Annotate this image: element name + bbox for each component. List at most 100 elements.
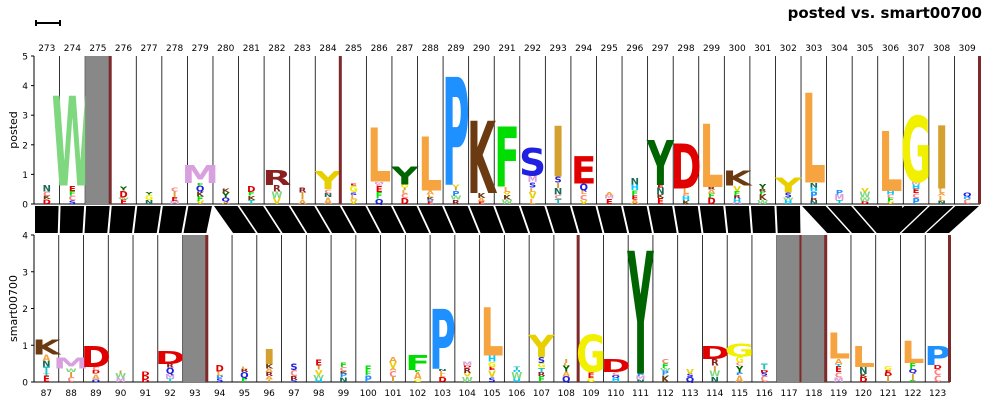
alignment-connector — [571, 206, 603, 233]
residue-letter-small: V — [315, 369, 323, 377]
residue-letter-small: E — [427, 201, 434, 205]
residue-letter-small: G — [884, 365, 892, 371]
residue-letter-small: A — [426, 190, 435, 196]
residue-letter-small: P — [912, 198, 920, 207]
residue-letter-L: L — [700, 106, 724, 207]
position-label: 308 — [933, 44, 950, 54]
residue-letter-small: K — [340, 370, 348, 374]
y-axis-label: smart00700 — [7, 275, 20, 342]
residue-letter-small: M — [116, 376, 126, 383]
residue-letter-small: C — [69, 195, 76, 203]
residue-letter-small: W — [859, 197, 870, 203]
residue-letter-small: E — [120, 198, 127, 205]
residue-letter-small: V — [196, 200, 204, 205]
residue-letter-small: V — [463, 372, 471, 377]
grey-column — [182, 235, 208, 382]
residue-letter-small: Q — [92, 379, 101, 383]
position-label: 123 — [929, 389, 946, 399]
residue-letter-small: Q — [196, 185, 205, 194]
residue-letter-small: M — [604, 195, 614, 200]
residue-letter-small: E — [631, 195, 638, 201]
residue-letter-small: D — [141, 379, 149, 383]
residue-letter-small: R — [759, 188, 767, 192]
alignment-connector — [674, 206, 702, 233]
position-label: 291 — [498, 44, 515, 54]
position-label: 118 — [805, 389, 822, 399]
residue-letter-small: C — [171, 187, 179, 193]
residue-letter-small: C — [835, 372, 842, 380]
position-label: 295 — [601, 44, 618, 54]
residue-letter-small: P — [637, 373, 645, 377]
position-label: 117 — [780, 389, 797, 399]
residue-letter-small: D — [933, 364, 942, 370]
alignment-connector — [750, 206, 776, 233]
residue-letter-small: E — [478, 201, 485, 205]
residue-letter-G: G — [901, 99, 932, 204]
alignment-connector — [725, 206, 751, 233]
residue-letter-Y: Y — [627, 217, 654, 400]
residue-letter-small: C — [43, 190, 50, 197]
position-label: 290 — [473, 44, 490, 54]
bottom-logo: 01234smart0070087ETTNAK88CIWM89QADCD90MW… — [7, 217, 951, 400]
residue-letter-small: D — [707, 197, 716, 207]
residue-letter-small: N — [43, 184, 51, 194]
position-label: 287 — [396, 44, 413, 54]
residue-letter-small: R — [810, 197, 818, 201]
residue-letter-small: E — [350, 183, 357, 186]
residue-letter-small: G — [537, 362, 545, 370]
residue-letter-small: V — [580, 198, 589, 205]
residue-letter-small: P — [340, 373, 348, 379]
position-label: 286 — [371, 44, 388, 54]
position-label: 113 — [681, 389, 698, 399]
residue-letter-small: K — [265, 363, 273, 370]
residue-letter-small: L — [241, 366, 248, 370]
residue-letter-small: R — [290, 375, 299, 381]
position-label: 111 — [632, 389, 649, 399]
residue-letter-small: T — [761, 362, 769, 372]
residue-letter-small: S — [350, 192, 357, 196]
residue-letter-K: K — [467, 102, 498, 217]
residue-letter-small: W — [313, 374, 324, 380]
residue-letter-small: N — [145, 199, 153, 205]
residue-letter-L: L — [802, 69, 826, 212]
grey-column — [801, 235, 827, 382]
residue-letter-small: L — [427, 194, 434, 198]
alignment-connector — [623, 206, 652, 233]
position-label: 88 — [65, 389, 77, 399]
residue-letter-small: N — [711, 376, 719, 384]
residue-letter-small: C — [887, 194, 895, 199]
position-label: 303 — [805, 44, 822, 54]
residue-letter-small: E — [835, 366, 842, 375]
residue-letter-small: H — [488, 356, 496, 365]
residue-letter-small: I — [454, 186, 458, 191]
position-label: 307 — [907, 44, 924, 54]
insert-marker — [799, 235, 803, 382]
residue-letter-small: T — [167, 378, 175, 383]
residue-letter-small: W — [501, 198, 512, 206]
residue-letter-small: H — [733, 198, 741, 203]
residue-letter-small: M — [834, 376, 844, 383]
residue-letter-small: T — [43, 366, 50, 377]
residue-letter-small: C — [934, 374, 941, 385]
residue-letter-small: K — [222, 188, 231, 194]
residue-letter-small: R — [463, 367, 471, 375]
residue-letter-small: S — [69, 200, 77, 205]
residue-letter-small: L — [581, 190, 587, 196]
residue-letter-small: W — [511, 371, 523, 381]
residue-letter-small: N — [438, 368, 446, 372]
position-label: 283 — [294, 44, 311, 54]
alignment-connector — [827, 206, 875, 233]
residue-letter-small: Y — [735, 365, 744, 376]
residue-letter-small: Y — [119, 185, 128, 192]
residue-letter-I: I — [262, 345, 275, 369]
position-label: 121 — [880, 389, 897, 399]
residue-letter-small: M — [732, 201, 742, 204]
y-tick-label: 2 — [22, 305, 28, 315]
insert-marker — [108, 56, 112, 204]
position-label: 294 — [575, 44, 592, 54]
residue-letter-small: H — [513, 378, 521, 383]
residue-letter-L: L — [367, 114, 391, 200]
residue-letter-small: D — [861, 201, 869, 205]
